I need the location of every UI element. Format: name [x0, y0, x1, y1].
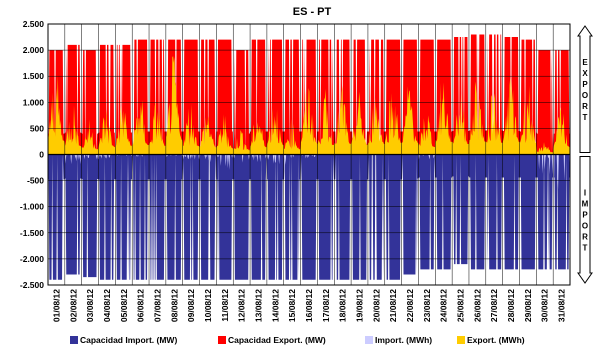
legend: Capacidad Import. (MW) Capacidad Export. … [70, 335, 525, 345]
legend-swatch [457, 336, 465, 344]
x-tick-label: 13/08/12 [253, 289, 263, 322]
x-tick-label: 16/08/12 [304, 289, 314, 322]
legend-label: Capacidad Import. (MW) [80, 335, 177, 345]
x-tick-label: 29/08/12 [523, 289, 533, 322]
legend-swatch [70, 336, 78, 344]
y-tick-label: -1.500 [20, 228, 44, 238]
export-arrow-letter: P [582, 80, 588, 89]
y-tick-labels: 2.500 2.000 1.500 1.000 500 0 -500 -1.000 -1.500… [20, 19, 44, 290]
x-tick-label: 25/08/12 [456, 289, 466, 322]
x-tick-label: 27/08/12 [489, 289, 499, 322]
area-import-capacity [48, 154, 570, 280]
x-tick-label: 05/08/12 [119, 289, 129, 322]
import-arrow-letter: O [582, 221, 588, 230]
export-arrow-shape [577, 25, 593, 153]
legend-swatch [218, 336, 226, 344]
x-tick-label: 30/08/12 [540, 289, 550, 322]
import-arrow-letter: T [583, 243, 588, 252]
axes [47, 23, 571, 286]
x-tick-label: 12/08/12 [237, 289, 247, 322]
export-arrow-letter: O [582, 91, 588, 100]
chart-title: ES - PT [293, 6, 332, 18]
legend-swatch [365, 336, 373, 344]
legend-label: Export. (MWh) [467, 335, 525, 345]
x-tick-label: 04/08/12 [102, 289, 112, 322]
x-tick-label: 08/08/12 [169, 289, 179, 322]
x-tick-label: 11/08/12 [220, 289, 230, 322]
import-arrow-letter: I [584, 188, 586, 197]
legend-label: Import. (MWh) [375, 335, 432, 345]
x-tick-label: 10/08/12 [203, 289, 213, 322]
export-arrow-letter: E [582, 58, 588, 67]
x-tick-label: 23/08/12 [422, 289, 432, 322]
x-tick-label: 15/08/12 [287, 289, 297, 322]
x-tick-label: 02/08/12 [68, 289, 78, 322]
x-tick-label: 31/08/12 [557, 289, 567, 322]
y-tick-label: 1.000 [23, 97, 45, 107]
x-tick-label: 06/08/12 [136, 289, 146, 322]
x-tick-label: 20/08/12 [371, 289, 381, 322]
y-tick-label: -2.500 [20, 280, 44, 290]
export-arrow-letter: T [583, 113, 588, 122]
x-tick-label: 24/08/12 [439, 289, 449, 322]
y-tick-label: 1.500 [23, 71, 45, 81]
x-tick-label: 17/08/12 [321, 289, 331, 322]
import-arrow-shape [577, 156, 593, 284]
x-tick-label: 22/08/12 [405, 289, 415, 322]
area-export [48, 56, 570, 155]
y-tick-label: 0 [39, 150, 44, 160]
y-tick-label: -2.000 [20, 254, 44, 264]
x-tick-label: 26/08/12 [472, 289, 482, 322]
x-tick-label: 07/08/12 [152, 289, 162, 322]
y-tick-label: -500 [27, 176, 44, 186]
import-arrow-letter: P [582, 210, 588, 219]
y-tick-label: -1.000 [20, 202, 44, 212]
x-tick-label: 09/08/12 [186, 289, 196, 322]
import-arrow-letter: M [582, 199, 589, 208]
export-arrow-letter: X [582, 69, 588, 78]
y-tick-label: 2.000 [23, 45, 45, 55]
x-tick-label: 21/08/12 [388, 289, 398, 322]
x-tick-label: 01/08/12 [51, 289, 61, 322]
x-tick-label: 28/08/12 [506, 289, 516, 322]
x-tick-label: 18/08/12 [338, 289, 348, 322]
y-tick-label: 500 [30, 123, 44, 133]
x-tick-label: 14/08/12 [270, 289, 280, 322]
y-tick-label: 2.500 [23, 19, 45, 29]
series-areas [48, 34, 570, 280]
x-tick-label: 03/08/12 [85, 289, 95, 322]
x-tick-labels: 01/08/12 02/08/12 03/08/12 04/08/12 05/08/12… [51, 289, 566, 322]
legend-label: Capacidad Export. (MW) [228, 335, 326, 345]
x-tick-label: 19/08/12 [355, 289, 365, 322]
export-arrow-letter: R [582, 102, 588, 111]
import-arrow-letter: R [582, 232, 588, 241]
